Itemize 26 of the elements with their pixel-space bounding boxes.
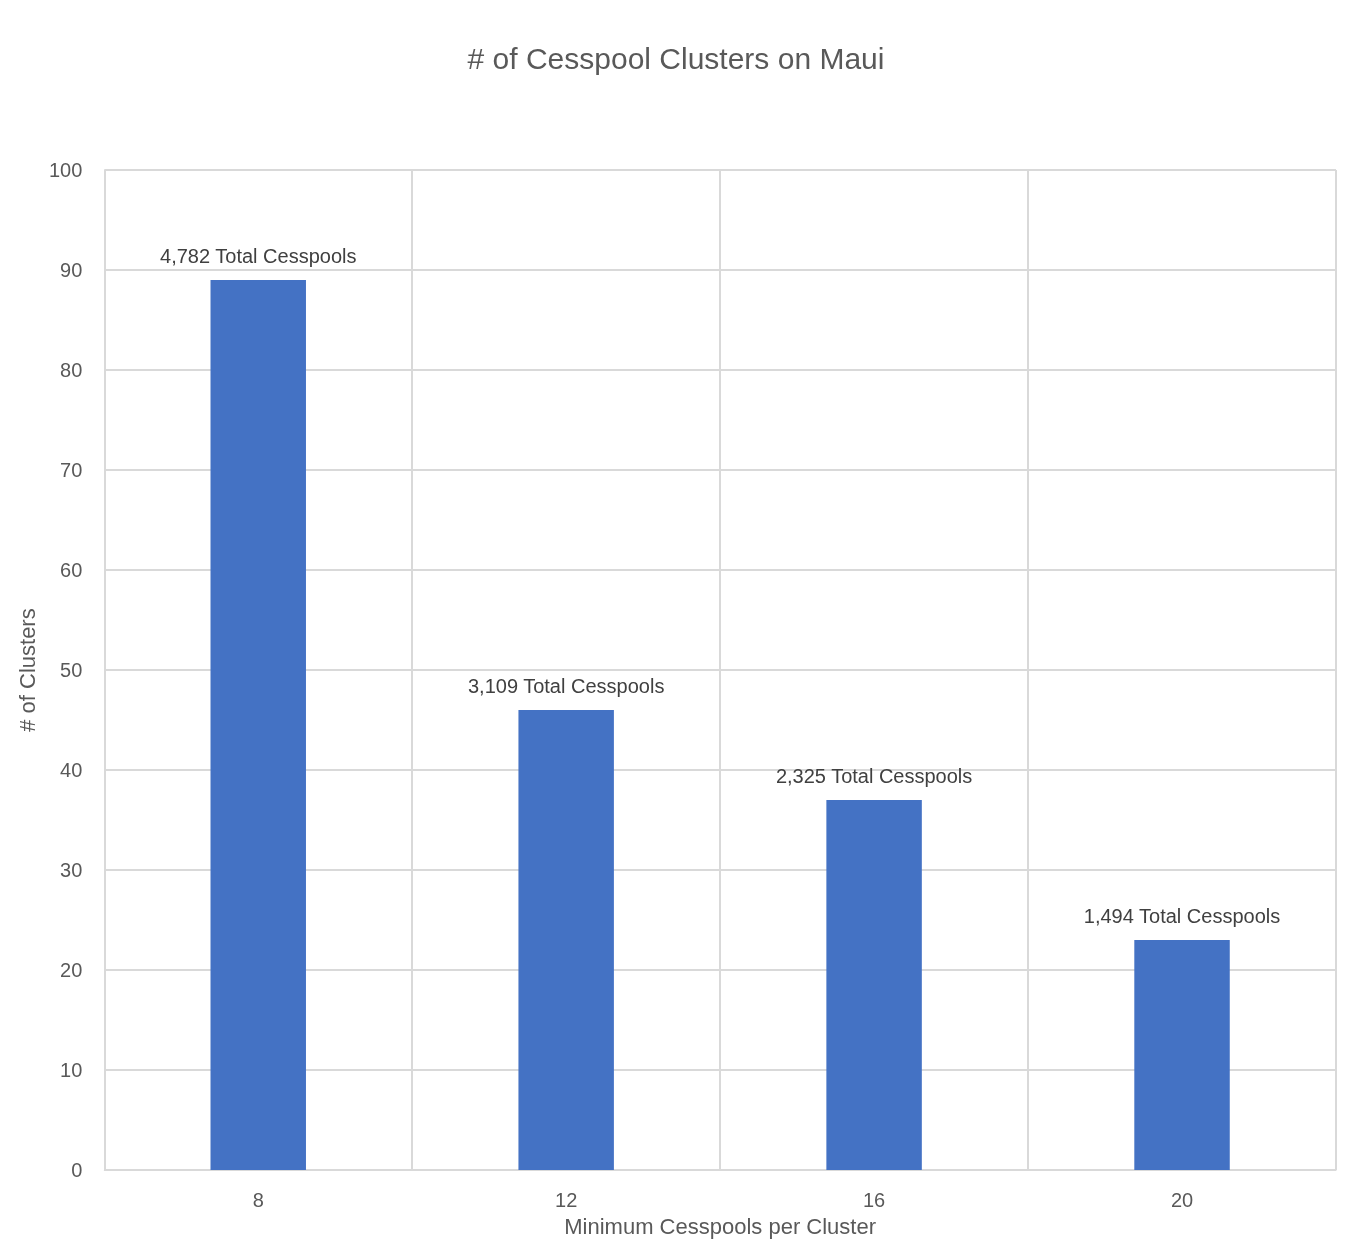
- y-tick-label: 60: [60, 559, 83, 582]
- x-tick-label: 20: [1170, 1189, 1194, 1212]
- y-tick-label: 40: [60, 759, 83, 782]
- annotation: 3,109 Total Cesspools: [467, 675, 665, 698]
- bar: [826, 800, 922, 1171]
- y-tick-label: 90: [60, 259, 83, 282]
- bar: [210, 280, 306, 1171]
- x-tick-label: 8: [252, 1189, 264, 1212]
- annotation: 2,325 Total Cesspools: [775, 765, 973, 788]
- x-tick-label: 16: [862, 1189, 886, 1212]
- x-axis-title: Minimum Cesspools per Cluster: [564, 1213, 877, 1239]
- annotation: 4,782 Total Cesspools: [160, 245, 357, 268]
- x-tick-label: 12: [555, 1189, 578, 1212]
- y-tick-label: 0: [71, 1159, 83, 1182]
- y-tick-label: 10: [60, 1059, 83, 1082]
- bar: [518, 710, 614, 1171]
- annotation: 1,494 Total Cesspools: [1083, 905, 1281, 928]
- y-tick-label: 20: [60, 959, 83, 982]
- y-tick-label: 30: [60, 859, 83, 882]
- y-tick-label: 80: [60, 359, 83, 382]
- y-tick-label: 70: [60, 459, 83, 482]
- y-tick-label: 100: [48, 159, 83, 181]
- chart-title: # of Cesspool Clusters on Maui: [467, 41, 885, 75]
- y-tick-label: 50: [60, 659, 83, 682]
- bar: [1134, 940, 1230, 1171]
- y-axis-title: # of Clusters: [14, 608, 40, 732]
